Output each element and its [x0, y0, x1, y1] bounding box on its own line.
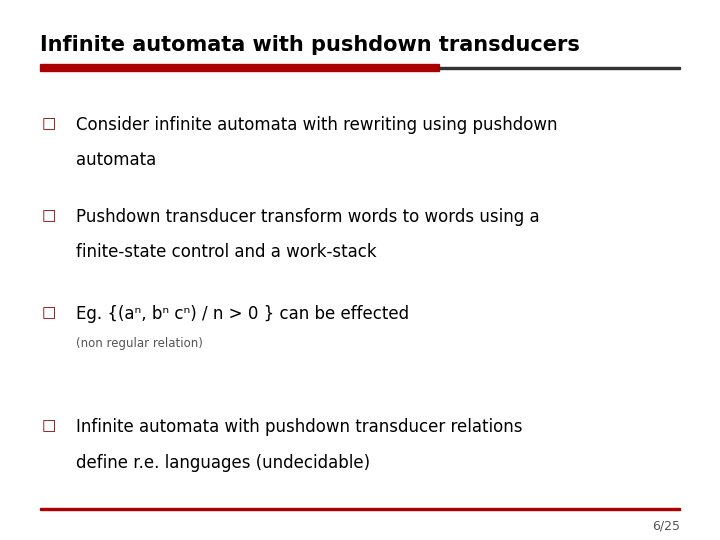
Text: Consider infinite automata with rewriting using pushdown: Consider infinite automata with rewritin… — [76, 116, 557, 134]
Text: automata: automata — [76, 151, 156, 169]
Text: Infinite automata with pushdown transducers: Infinite automata with pushdown transduc… — [40, 35, 580, 55]
Bar — [40, 64, 439, 71]
Text: 6/25: 6/25 — [652, 519, 680, 532]
Text: □: □ — [42, 418, 56, 434]
Text: (non regular relation): (non regular relation) — [76, 338, 202, 350]
Bar — [40, 508, 680, 510]
Text: define r.e. languages (undecidable): define r.e. languages (undecidable) — [76, 454, 370, 471]
Text: □: □ — [42, 116, 56, 131]
Text: Infinite automata with pushdown transducer relations: Infinite automata with pushdown transduc… — [76, 418, 522, 436]
Text: Eg. {(aⁿ, bⁿ cⁿ) / n > 0 } can be effected: Eg. {(aⁿ, bⁿ cⁿ) / n > 0 } can be effect… — [76, 305, 409, 323]
Text: finite-state control and a work-stack: finite-state control and a work-stack — [76, 243, 377, 261]
Text: Pushdown transducer transform words to words using a: Pushdown transducer transform words to w… — [76, 208, 539, 226]
Text: □: □ — [42, 208, 56, 223]
Bar — [439, 67, 680, 69]
Text: □: □ — [42, 305, 56, 320]
